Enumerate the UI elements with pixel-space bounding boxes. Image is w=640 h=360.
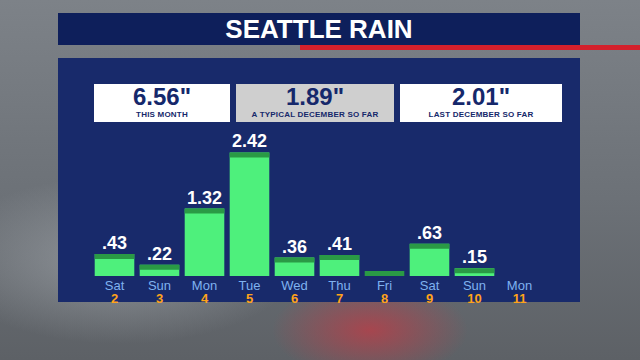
svg-text:.63: .63 bbox=[417, 223, 442, 243]
svg-text:Fri: Fri bbox=[376, 278, 393, 293]
svg-text:Thu: Thu bbox=[328, 278, 351, 293]
svg-text:7: 7 bbox=[336, 291, 343, 306]
svg-text:Sun: Sun bbox=[147, 278, 172, 293]
svg-text:2.42: 2.42 bbox=[232, 131, 267, 151]
html-text:1.89": 1.89" bbox=[286, 83, 344, 110]
html-text:A TYPICAL DECEMBER SO FAR: A TYPICAL DECEMBER SO FAR bbox=[251, 110, 379, 119]
svg-text:11: 11 bbox=[513, 291, 527, 306]
svg-text:.36: .36 bbox=[282, 237, 307, 257]
svg-text:.43: .43 bbox=[102, 233, 127, 253]
svg-text:Mon: Mon bbox=[506, 278, 533, 293]
html-text:THIS MONTH: THIS MONTH bbox=[136, 110, 188, 119]
html-text:SEATTLE RAIN: SEATTLE RAIN bbox=[225, 14, 413, 44]
svg-text:.41: .41 bbox=[327, 234, 352, 254]
svg-text:.15: .15 bbox=[462, 247, 487, 267]
svg-text:.22: .22 bbox=[147, 244, 172, 264]
svg-text:Sun: Sun bbox=[462, 278, 487, 293]
svg-text:Sat: Sat bbox=[104, 278, 125, 293]
svg-text:3: 3 bbox=[156, 291, 163, 306]
html-text:6.56": 6.56" bbox=[133, 83, 191, 110]
svg-text:Tue: Tue bbox=[238, 278, 261, 293]
html-text:2.01": 2.01" bbox=[452, 83, 510, 110]
svg-text:1.32: 1.32 bbox=[187, 188, 222, 208]
svg-text:2: 2 bbox=[111, 291, 118, 306]
svg-text:4: 4 bbox=[201, 291, 209, 306]
svg-text:10: 10 bbox=[467, 291, 481, 306]
svg-text:Mon: Mon bbox=[191, 278, 218, 293]
html-text:LAST DECEMBER SO FAR: LAST DECEMBER SO FAR bbox=[428, 110, 534, 119]
svg-text:9: 9 bbox=[426, 291, 433, 306]
svg-text:6: 6 bbox=[291, 291, 298, 306]
svg-text:8: 8 bbox=[381, 291, 388, 306]
svg-text:Sat: Sat bbox=[419, 278, 440, 293]
svg-text:5: 5 bbox=[246, 291, 253, 306]
svg-text:Wed: Wed bbox=[281, 278, 308, 293]
